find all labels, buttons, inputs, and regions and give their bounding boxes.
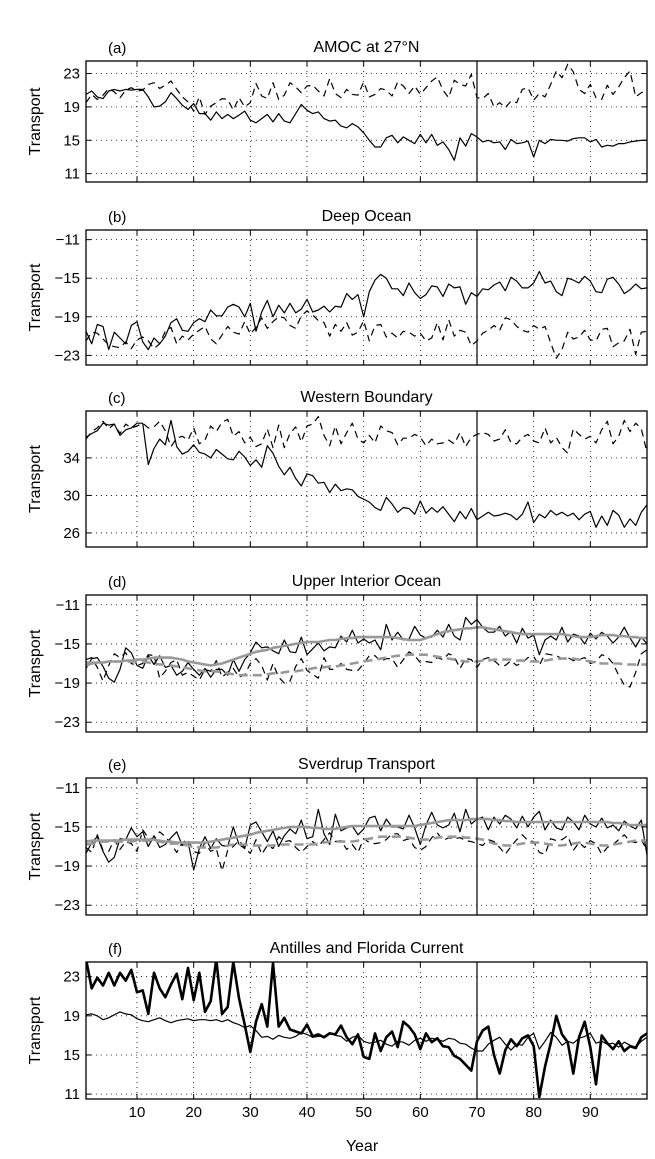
series-line-dashed-thick: [86, 653, 647, 677]
y-tick-label: 11: [64, 1086, 80, 1103]
series-group: [86, 808, 647, 872]
series-line-solid: [86, 808, 647, 871]
x-tick-label: 80: [525, 1104, 542, 1121]
axes-frame: [85, 229, 648, 366]
panel-label: (b): [108, 209, 126, 226]
y-tick-label: 15: [63, 132, 80, 149]
axes-frame: [85, 777, 648, 916]
series-line-dashed: [86, 829, 647, 872]
panel-label: (f): [108, 941, 122, 958]
y-tick-label: −11: [56, 232, 80, 249]
panel-c: 26 30 34 (c) Western Boundary Transport: [27, 389, 648, 548]
axes-frame: [85, 594, 648, 733]
panel-title: AMOC at 27°N: [314, 39, 420, 56]
y-tick-label: −19: [55, 309, 80, 326]
y-tick-label: 34: [63, 450, 80, 467]
y-tick-label: 19: [63, 99, 80, 116]
panel-title: Sverdrup Transport: [298, 756, 436, 773]
series-line-dashed: [86, 310, 647, 359]
y-tick-label: −11: [56, 597, 80, 614]
y-tick-label: 23: [63, 66, 80, 83]
y-tick-label: 15: [63, 1047, 80, 1064]
panel-title: Deep Ocean: [322, 208, 412, 225]
axes-frame: [85, 961, 648, 1100]
series-line-dashed-thick: [86, 835, 647, 849]
series-group: [86, 962, 647, 1099]
y-axis-label: Transport: [27, 87, 44, 155]
panel-b: −11 −15 −19 −23 (b) Deep Ocean Transport: [27, 208, 648, 366]
panel-e: −11 −15 −19 −23 (e) Sverdrup Transport Transpo…: [27, 756, 648, 916]
x-tick-label: 30: [242, 1104, 259, 1121]
y-tick-label: −15: [55, 270, 80, 287]
series-line-solid-thick: [86, 962, 647, 1099]
series-line-dashed: [86, 63, 647, 116]
series-line-solid-thick: [86, 817, 647, 844]
panel-a: 11 15 19 23 (a) AMOC at 27°N Transport: [27, 39, 648, 183]
y-tick-label: 11: [64, 166, 80, 183]
x-tick-label: 40: [299, 1104, 316, 1121]
y-axis-label: Transport: [27, 263, 44, 331]
panel-title: Antilles and Florida Current: [270, 940, 464, 957]
x-tick-label: 10: [129, 1104, 146, 1121]
y-tick-label: 30: [63, 487, 80, 504]
series-line-solid: [86, 1011, 647, 1052]
x-tick-label: 50: [355, 1104, 372, 1121]
y-tick-label: −19: [55, 858, 80, 875]
series-line-solid: [86, 270, 647, 351]
series-line-dashed: [86, 649, 647, 688]
x-tick-label: 70: [469, 1104, 486, 1121]
y-tick-label: −11: [56, 780, 80, 797]
x-tick-label: 20: [185, 1104, 202, 1121]
axes-frame: [85, 60, 648, 183]
y-axis-label: Transport: [27, 629, 44, 697]
y-tick-label: 26: [63, 525, 80, 542]
series-group: [86, 270, 647, 359]
panel-label: (a): [108, 40, 126, 57]
y-tick-label: −23: [55, 897, 80, 914]
panel-label: (e): [108, 757, 126, 774]
panel-d: −11 −15 −19 −23 (d) Upper Interior Ocean Trans…: [27, 573, 648, 733]
y-tick-label: −15: [55, 636, 80, 653]
series-group: [86, 416, 647, 528]
x-tick-label: 90: [582, 1104, 599, 1121]
y-tick-label: 23: [63, 969, 80, 986]
x-tick-label: 60: [412, 1104, 429, 1121]
series-line-dashed: [86, 416, 647, 454]
series-line-solid: [86, 88, 647, 161]
y-tick-label: −15: [55, 819, 80, 836]
panel-title: Western Boundary: [300, 389, 432, 406]
axes-frame: [85, 410, 648, 548]
panel-label: (c): [108, 390, 126, 407]
series-group: [86, 63, 647, 161]
series-line-solid-thick: [86, 625, 647, 667]
y-axis-label: Transport: [27, 445, 44, 513]
y-tick-label: −23: [55, 347, 80, 364]
panel-title: Upper Interior Ocean: [292, 573, 441, 590]
y-axis-label: Transport: [27, 812, 44, 880]
y-tick-label: −19: [55, 675, 80, 692]
series-line-solid: [86, 419, 647, 528]
panel-f: 11 15 19 23 10 20 30 40 50 60 70 80 90 (f) Antilles an…: [27, 940, 648, 1121]
series-line-solid: [86, 616, 647, 683]
y-tick-label: −23: [55, 714, 80, 731]
series-group: [86, 616, 647, 688]
x-axis-label: Year: [346, 1138, 379, 1155]
y-axis-label: Transport: [27, 996, 44, 1064]
panel-label: (d): [108, 574, 126, 591]
y-tick-label: 19: [63, 1008, 80, 1025]
